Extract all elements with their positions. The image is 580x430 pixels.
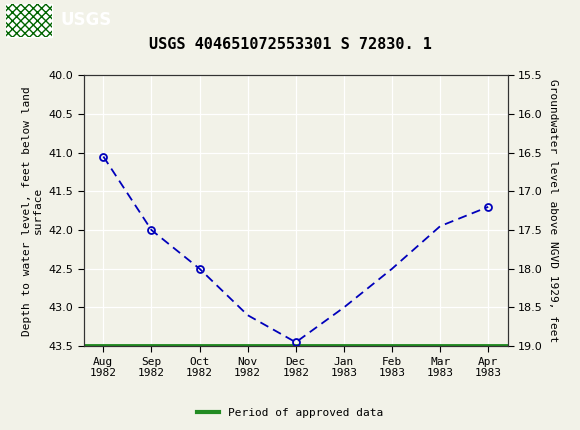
Y-axis label: Groundwater level above NGVD 1929, feet: Groundwater level above NGVD 1929, feet [548,79,558,342]
Legend: Period of approved data: Period of approved data [193,403,387,422]
Text: USGS: USGS [61,12,112,29]
FancyBboxPatch shape [6,4,52,37]
Text: USGS 404651072553301 S 72830. 1: USGS 404651072553301 S 72830. 1 [148,37,432,52]
Y-axis label: Depth to water level, feet below land
surface: Depth to water level, feet below land su… [21,86,44,335]
